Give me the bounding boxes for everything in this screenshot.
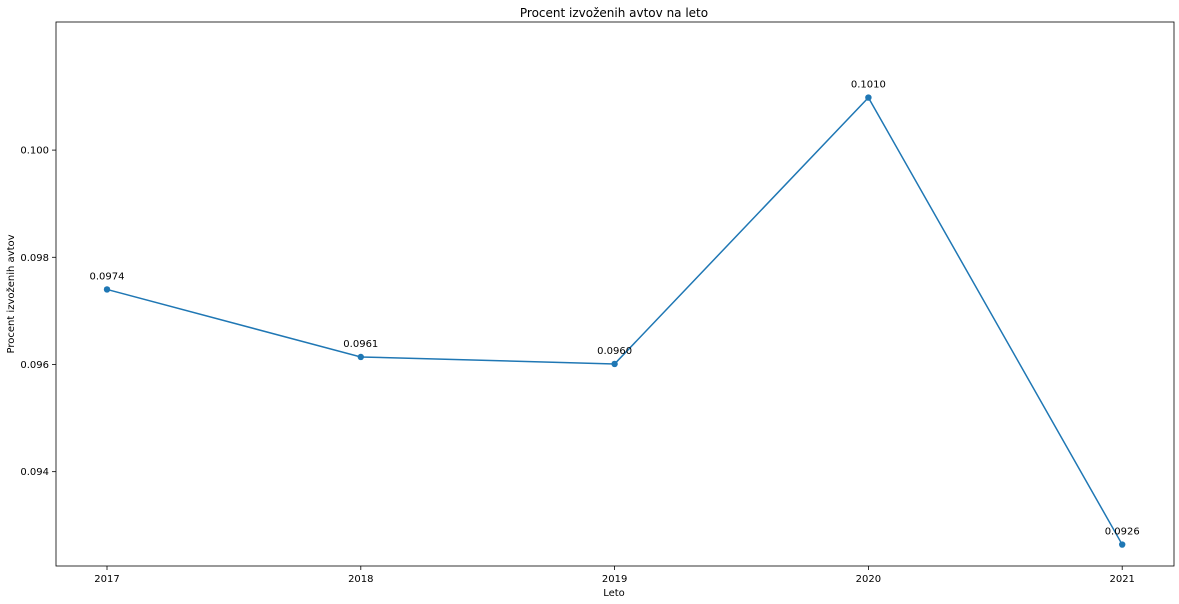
data-label: 0.1010 <box>851 80 886 91</box>
series-line <box>106 96 1123 545</box>
x-tick-label: 2018 <box>348 574 373 585</box>
data-label: 0.0926 <box>1105 527 1140 538</box>
plot-area <box>55 21 1175 567</box>
y-tick-label: 0.100 <box>20 146 49 157</box>
x-tick-label: 2017 <box>94 574 119 585</box>
x-axis-label: Leto <box>603 588 625 599</box>
data-label: 0.0961 <box>343 339 378 350</box>
data-label: 0.0974 <box>90 271 125 282</box>
chart-title: Procent izvoženih avtov na leto <box>520 6 708 20</box>
data-point <box>611 360 618 368</box>
x-axis: 2017 2018 2019 2020 2021 <box>94 566 1135 585</box>
data-point <box>865 94 872 101</box>
y-axis-label: Procent izvoženih avtov <box>5 234 17 353</box>
y-tick-label: 0.098 <box>20 253 49 264</box>
data-point <box>103 286 111 293</box>
data-points <box>103 94 1126 548</box>
x-tick-label: 2019 <box>602 574 627 585</box>
data-point <box>1119 541 1126 548</box>
y-tick-label: 0.096 <box>20 360 49 371</box>
data-label: 0.0960 <box>597 346 632 357</box>
x-tick-label: 2020 <box>856 574 881 585</box>
y-tick-label: 0.094 <box>20 467 49 478</box>
data-labels: 0.0974 0.0961 0.0960 0.1010 0.0926 <box>90 80 1140 538</box>
data-point <box>357 353 364 361</box>
x-tick-label: 2021 <box>1109 574 1134 585</box>
y-axis: 0.094 0.096 0.098 0.100 <box>20 146 56 478</box>
